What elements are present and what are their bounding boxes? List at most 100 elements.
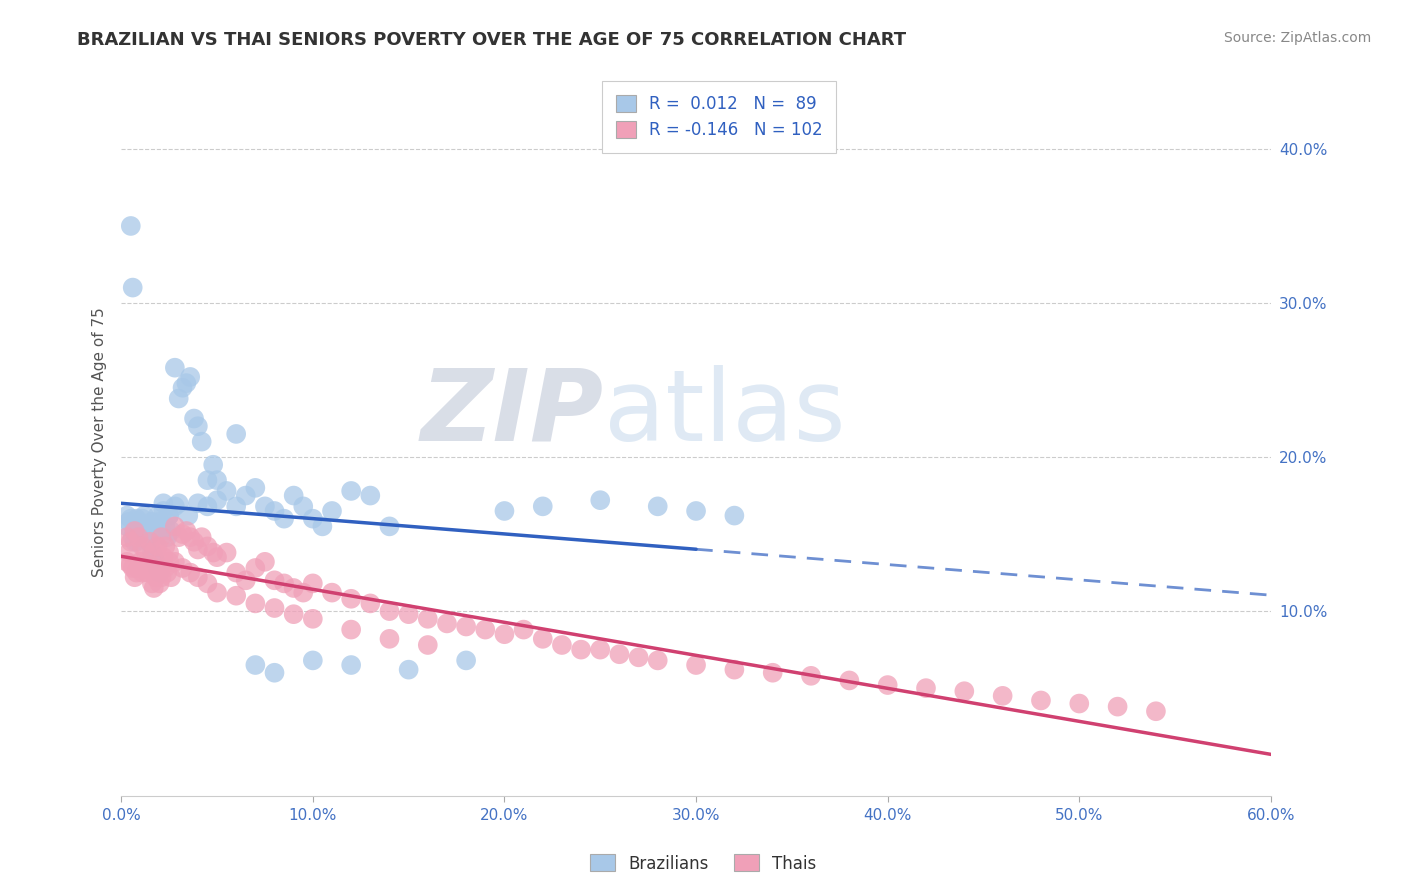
Point xyxy=(136,566,159,580)
Point xyxy=(494,627,516,641)
Point xyxy=(378,604,401,618)
Point xyxy=(474,623,496,637)
Point xyxy=(145,524,167,538)
Point xyxy=(176,376,198,390)
Point xyxy=(172,381,194,395)
Point xyxy=(273,511,295,525)
Point xyxy=(177,508,200,523)
Point xyxy=(183,411,205,425)
Point xyxy=(225,566,247,580)
Point xyxy=(512,623,534,637)
Point xyxy=(225,500,247,514)
Point xyxy=(263,574,285,588)
Point xyxy=(225,589,247,603)
Point xyxy=(398,607,420,622)
Point xyxy=(359,489,381,503)
Point xyxy=(139,534,162,549)
Point xyxy=(301,511,323,525)
Point xyxy=(685,504,707,518)
Point xyxy=(129,519,152,533)
Point xyxy=(134,558,156,572)
Point xyxy=(340,591,363,606)
Point xyxy=(685,658,707,673)
Point xyxy=(179,566,201,580)
Point xyxy=(253,555,276,569)
Point xyxy=(163,555,186,569)
Point xyxy=(121,561,143,575)
Point xyxy=(142,545,165,559)
Y-axis label: Seniors Poverty Over the Age of 75: Seniors Poverty Over the Age of 75 xyxy=(93,307,107,576)
Point xyxy=(152,550,174,565)
Point xyxy=(991,689,1014,703)
Point xyxy=(157,545,180,559)
Point xyxy=(301,612,323,626)
Point xyxy=(139,558,162,572)
Point xyxy=(589,642,612,657)
Point xyxy=(146,561,169,575)
Point xyxy=(152,504,174,518)
Point xyxy=(416,612,439,626)
Point xyxy=(115,508,138,523)
Point xyxy=(245,596,267,610)
Point xyxy=(340,483,363,498)
Point xyxy=(273,576,295,591)
Point xyxy=(134,519,156,533)
Point xyxy=(142,550,165,565)
Point xyxy=(283,489,305,503)
Point xyxy=(245,481,267,495)
Point xyxy=(378,632,401,646)
Point xyxy=(187,570,209,584)
Point xyxy=(647,500,669,514)
Point xyxy=(197,473,219,487)
Point xyxy=(124,534,146,549)
Point xyxy=(146,540,169,554)
Point xyxy=(838,673,860,688)
Point xyxy=(141,576,163,591)
Point xyxy=(124,570,146,584)
Point xyxy=(456,619,478,633)
Point xyxy=(131,511,153,525)
Point xyxy=(235,574,257,588)
Point xyxy=(197,540,219,554)
Point xyxy=(551,638,574,652)
Point xyxy=(311,519,333,533)
Point xyxy=(340,623,363,637)
Point xyxy=(187,542,209,557)
Point xyxy=(125,534,148,549)
Point xyxy=(121,530,143,544)
Point xyxy=(197,500,219,514)
Point xyxy=(292,500,315,514)
Point xyxy=(253,500,276,514)
Point xyxy=(118,515,141,529)
Point xyxy=(187,419,209,434)
Text: BRAZILIAN VS THAI SENIORS POVERTY OVER THE AGE OF 75 CORRELATION CHART: BRAZILIAN VS THAI SENIORS POVERTY OVER T… xyxy=(77,31,907,49)
Point xyxy=(167,496,190,510)
Point xyxy=(127,561,149,575)
Point xyxy=(157,555,180,569)
Point xyxy=(135,561,157,575)
Point xyxy=(321,585,343,599)
Point xyxy=(120,534,142,549)
Point xyxy=(121,280,143,294)
Text: Source: ZipAtlas.com: Source: ZipAtlas.com xyxy=(1223,31,1371,45)
Point xyxy=(157,508,180,523)
Point xyxy=(953,684,976,698)
Point xyxy=(1107,699,1129,714)
Point xyxy=(120,511,142,525)
Point xyxy=(157,508,180,523)
Point xyxy=(494,504,516,518)
Point xyxy=(647,653,669,667)
Point xyxy=(148,566,170,580)
Point xyxy=(155,561,177,575)
Point xyxy=(124,524,146,538)
Point xyxy=(215,545,238,559)
Point xyxy=(183,534,205,549)
Point xyxy=(142,530,165,544)
Point xyxy=(145,555,167,569)
Point xyxy=(225,426,247,441)
Point xyxy=(150,530,173,544)
Point xyxy=(135,527,157,541)
Point xyxy=(160,570,183,584)
Point xyxy=(235,489,257,503)
Point xyxy=(167,530,190,544)
